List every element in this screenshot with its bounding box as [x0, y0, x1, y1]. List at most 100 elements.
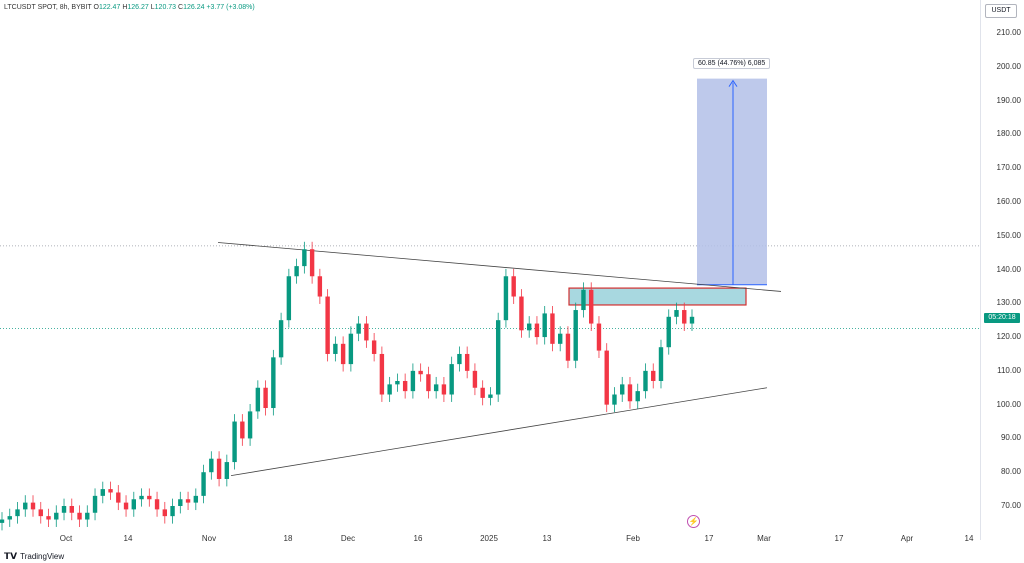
candle-body [402, 380, 408, 392]
x-tick-label: 17 [834, 534, 844, 543]
candle-body [255, 387, 261, 412]
candle-body [519, 296, 524, 331]
candle-body [364, 323, 369, 341]
candle-body [395, 380, 400, 385]
candle-body [426, 374, 431, 392]
candle-body [131, 499, 136, 510]
y-tick-label: 180.00 [996, 129, 1021, 139]
candle-body [620, 384, 625, 395]
candle-body [534, 323, 540, 338]
candle-body [317, 276, 323, 297]
candle-body [526, 323, 532, 331]
candle-body [54, 512, 59, 520]
legend-symbol: LTCUSDT SPOT, 8h, BYBIT [4, 4, 92, 11]
legend-high-label: H [122, 4, 128, 11]
candle-body [503, 276, 509, 321]
y-tick-label: 210.00 [996, 28, 1021, 37]
candle-body [651, 370, 656, 381]
candle-body [573, 310, 578, 361]
target-projection-box [697, 78, 767, 285]
candle-body [185, 499, 191, 503]
candle-body [0, 519, 5, 523]
lightning-icon[interactable]: ⚡ [687, 515, 700, 528]
candle-body [542, 313, 547, 338]
candle-body [371, 340, 377, 354]
y-tick-label: 190.00 [996, 95, 1021, 105]
candle-body [278, 320, 284, 358]
candle-body [77, 512, 82, 520]
candle-body [201, 472, 206, 496]
y-tick-label: 90.00 [1000, 433, 1021, 443]
candle-body [286, 276, 292, 321]
legend-close: 126.24 [183, 4, 205, 11]
y-tick-label: 140.00 [996, 264, 1021, 274]
candle-body [689, 316, 695, 324]
x-tick-label: Dec [340, 534, 356, 543]
candle-body [23, 502, 28, 510]
y-tick-label: 70.00 [1000, 501, 1021, 510]
candle-body [410, 370, 416, 392]
legend-low-label: L [150, 4, 155, 11]
x-tick-label: Feb [626, 534, 640, 543]
candle-body [224, 462, 230, 479]
candle-body [100, 489, 105, 496]
currency-selector[interactable]: USDT [985, 4, 1017, 18]
legend-low: 120.73 [154, 4, 177, 11]
last-price-countdown-label: 05:20:18 [984, 313, 1020, 323]
candle-body [658, 347, 664, 381]
y-tick-label: 80.00 [1000, 467, 1021, 477]
x-tick-label: 18 [283, 534, 293, 543]
chart-area[interactable] [0, 0, 980, 540]
candle-body [85, 512, 90, 520]
candle-body [511, 276, 516, 297]
candle-body [154, 499, 160, 510]
candle-body [61, 506, 67, 513]
tradingview-logo-icon: 𝗧𝗩 [4, 551, 18, 561]
y-tick-label: 160.00 [996, 196, 1021, 206]
y-tick-label: 130.00 [996, 298, 1021, 308]
x-tick-label: Apr [900, 534, 914, 543]
candle-body [550, 313, 555, 344]
supply-zone-box [568, 287, 747, 306]
candle-body [581, 289, 586, 311]
candle-body [263, 387, 268, 409]
candle-body [627, 384, 633, 402]
candle-body [596, 323, 602, 351]
candle-body [674, 310, 679, 317]
candle-body [116, 492, 121, 503]
candle-body [209, 458, 214, 473]
candle-body [379, 353, 385, 395]
candle-body [495, 320, 501, 395]
price-chart[interactable] [0, 0, 980, 540]
candle-body [15, 509, 20, 517]
candle-body [604, 350, 609, 405]
y-tick-label: 150.00 [996, 230, 1021, 240]
candle-body [589, 289, 594, 324]
legend-high: 126.27 [127, 4, 149, 11]
candle-body [480, 387, 485, 398]
x-tick-label: 17 [704, 534, 714, 543]
candle-body [271, 357, 276, 409]
candle-body [449, 364, 454, 395]
y-tick-label: 100.00 [996, 399, 1021, 409]
y-tick-label: 200.00 [996, 61, 1021, 71]
y-tick-label: 110.00 [997, 365, 1021, 375]
candle-body [472, 370, 478, 388]
price-scale[interactable]: 210.00 200.00 190.00 180.00 170.00 160.00 150.… [980, 0, 1024, 540]
candle-body [178, 499, 183, 506]
candle-body [147, 495, 152, 500]
candle-body [643, 370, 648, 392]
x-tick-label: 14 [123, 534, 133, 543]
tradingview-brand: TradingView [20, 552, 65, 561]
candle-body [247, 411, 253, 439]
x-tick-label: Oct [59, 534, 73, 543]
candle-body [240, 421, 245, 439]
legend-open-label: O [93, 4, 99, 11]
x-tick-label: 14 [964, 534, 974, 543]
candle-body [302, 249, 307, 267]
tradingview-logo[interactable]: 𝗧𝗩 TradingView [4, 551, 64, 562]
candle-body [108, 489, 113, 493]
legend-change: +3.77 (+3.08%) [206, 4, 255, 11]
y-tick-label: 120.00 [996, 332, 1021, 342]
candle-body [441, 384, 447, 395]
